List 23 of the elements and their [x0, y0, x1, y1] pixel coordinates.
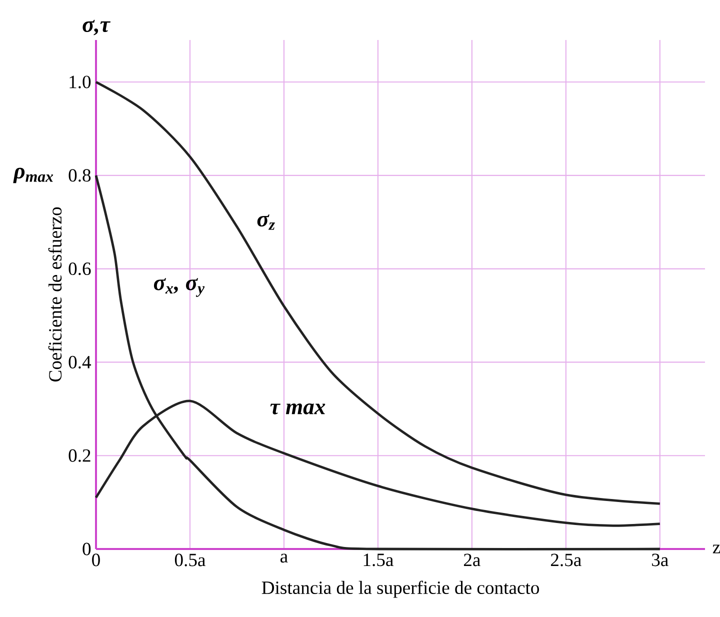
x-tick-label: 2a: [464, 554, 480, 566]
x-tick-label: 3a: [652, 554, 668, 566]
y-tick-label: 0.4: [68, 356, 92, 369]
x-tick-label: 1.5a: [364, 554, 394, 566]
x-tick-label: 0: [92, 554, 100, 566]
text: z: [712, 544, 720, 554]
series-label: σ$_{z}$: [257, 214, 275, 230]
series-label: σ$_{x}$, σ$_{y}$: [154, 278, 205, 297]
x-tick-label: 0.5a: [174, 554, 206, 566]
line-series: [94, 80, 662, 505]
x-tick-label: a: [280, 554, 288, 563]
text: ρ$_{max}$: [13, 168, 54, 184]
x-axis-title: Distancia de la superficie de contacto: [262, 580, 539, 598]
y-tick-label: 1.0: [70, 76, 91, 88]
line-series: [94, 174, 662, 550]
y-tick-label: 0.6: [68, 262, 91, 276]
y-axis-title: Coeficiente de esfuerzo: [48, 207, 62, 382]
series-label: τ max: [270, 403, 326, 414]
y-tick-label: 0.2: [68, 449, 90, 462]
text: σ,τ: [82, 20, 110, 36]
y-tick-label: 0: [82, 542, 91, 556]
y-tick-label: 0.8: [68, 169, 91, 182]
x-tick-label: 2.5a: [550, 554, 582, 566]
